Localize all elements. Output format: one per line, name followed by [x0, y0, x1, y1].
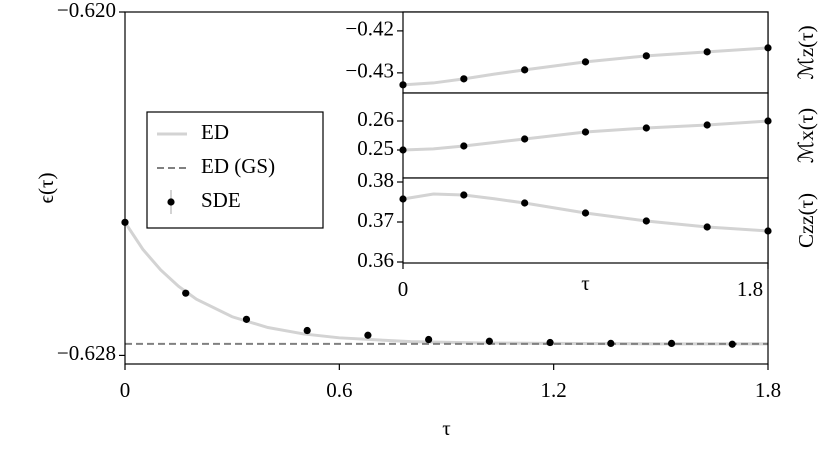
y-tick-label: 0.37	[357, 208, 394, 232]
y-tick-label: −0.620	[57, 0, 116, 22]
data-point	[703, 121, 711, 129]
data-point	[521, 66, 529, 74]
y-tick-label: −0.43	[345, 59, 394, 83]
y-tick-label: −0.42	[345, 17, 394, 41]
y-tick-label: 0.38	[357, 168, 394, 192]
data-point	[642, 52, 650, 60]
data-point	[425, 335, 433, 344]
axes-frame	[402, 177, 769, 264]
data-point	[581, 58, 590, 66]
x-axis-label: τ	[581, 271, 589, 295]
y-axis-label: ϵ(τ)	[34, 173, 58, 204]
x-tick-label: 1.8	[737, 277, 763, 301]
data-point	[703, 223, 711, 231]
data-point	[728, 340, 736, 348]
data-point	[364, 331, 372, 339]
data-point	[581, 209, 590, 217]
y-axis-label: ℳx(τ)	[794, 108, 818, 163]
y-tick-label: 0.25	[357, 136, 394, 160]
data-point	[303, 326, 311, 335]
data-point	[667, 339, 676, 347]
data-point	[485, 337, 493, 345]
data-point	[642, 217, 650, 225]
legend-label: ED (GS)	[201, 154, 275, 178]
data-point	[521, 199, 529, 207]
data-point	[521, 135, 529, 143]
legend-label: ED	[201, 120, 229, 144]
x-tick-label: 0.6	[326, 378, 352, 402]
inset-background	[403, 178, 768, 263]
data-point	[581, 128, 590, 136]
data-point	[703, 48, 711, 56]
y-tick-label: 0.26	[357, 107, 394, 131]
legend-label: SDE	[201, 188, 241, 212]
x-tick-label: 0	[398, 277, 409, 301]
x-tick-label: 0	[120, 378, 131, 402]
legend-marker	[167, 198, 175, 206]
data-point	[642, 124, 650, 132]
y-tick-label: −0.628	[57, 341, 116, 365]
data-point	[460, 191, 468, 199]
data-point	[607, 339, 615, 347]
series-line	[123, 221, 768, 346]
data-point	[460, 142, 468, 150]
x-axis-label: τ	[442, 416, 450, 440]
y-tick-label: 0.36	[357, 248, 394, 272]
data-point	[182, 289, 190, 297]
y-axis-label: ℳz(τ)	[794, 25, 818, 79]
legend-box	[146, 111, 324, 229]
data-point	[460, 75, 468, 83]
data-point	[242, 315, 251, 323]
x-tick-label: 1.8	[755, 378, 781, 402]
x-tick-label: 1.2	[541, 378, 567, 402]
data-point	[546, 338, 554, 347]
y-axis-label: Czz(τ)	[794, 193, 818, 248]
